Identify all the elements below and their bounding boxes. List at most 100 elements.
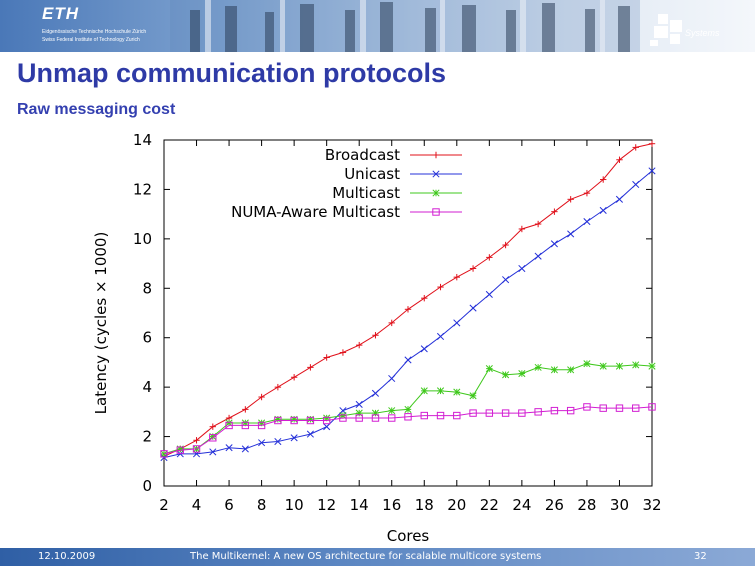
data-point-numa-aware-multicast [566,406,575,415]
data-point-multicast [502,371,510,379]
data-point-unicast [550,240,558,248]
data-point-numa-aware-multicast [501,409,510,417]
data-point-multicast [550,366,558,374]
data-point-broadcast [453,273,460,281]
data-point-unicast [290,434,298,442]
data-point-unicast [567,230,575,238]
data-point-numa-aware-multicast [436,411,445,420]
data-point-broadcast [242,406,249,413]
data-point-unicast [420,345,428,353]
data-point-numa-aware-multicast [404,413,412,421]
data-point-multicast [518,369,526,378]
systems-logo-icon [650,14,682,46]
data-point-broadcast [209,423,216,430]
data-point-unicast [615,195,624,203]
x-tick-label: 24 [512,496,531,514]
data-point-numa-aware-multicast [469,409,477,417]
x-tick-label: 20 [447,496,466,514]
page-number: 32 [694,551,707,562]
data-point-numa-aware-multicast [306,416,315,425]
data-point-broadcast [632,144,639,151]
institute-name-english: Swiss Federal Institute of Technology Zu… [42,37,140,43]
data-point-numa-aware-multicast [420,411,428,420]
legend-marker-multicast [432,189,440,197]
data-point-multicast [388,407,396,415]
data-point-multicast [420,387,428,395]
y-tick-label: 0 [142,477,152,495]
data-point-unicast [583,218,591,226]
data-point-numa-aware-multicast [388,414,396,422]
x-tick-label: 26 [545,496,564,514]
y-tick-label: 10 [133,230,152,248]
y-tick-label: 2 [142,428,152,446]
data-point-numa-aware-multicast [550,406,559,415]
slide-title: Unmap communication protocols [17,58,447,88]
legend-marker-broadcast [432,151,440,159]
x-tick-label: 4 [192,496,202,514]
data-point-broadcast [648,140,656,147]
data-point-multicast [485,365,493,373]
data-point-broadcast [193,437,200,444]
data-point-unicast [388,374,396,383]
data-point-broadcast [356,341,363,349]
data-point-multicast [567,366,575,374]
x-tick-label: 6 [224,496,234,514]
data-point-broadcast [616,156,623,163]
x-axis-label: Cores [387,527,430,545]
data-point-broadcast [274,383,282,391]
y-tick-label: 6 [142,329,152,347]
data-point-multicast [404,405,412,413]
data-point-multicast [632,361,640,369]
data-point-broadcast [502,241,509,249]
data-point-numa-aware-multicast [290,416,298,425]
data-point-broadcast [583,189,591,197]
data-point-multicast [599,362,607,370]
y-tick-label: 14 [133,131,152,149]
data-point-numa-aware-multicast [453,411,461,420]
data-point-multicast [534,363,542,371]
latency-chart: 2 4 6 8 10 12 14 16 18 20 22 24 26 28 30 3202468101214C… [92,131,662,545]
series-multicast [160,360,656,458]
x-tick-label: 18 [415,496,434,514]
series-line-numa-aware-multicast [163,406,653,455]
footer-date: 12.10.2009 [38,551,96,562]
data-point-numa-aware-multicast [485,409,494,417]
y-tick-label: 8 [142,279,152,297]
data-point-broadcast [404,306,412,313]
data-point-numa-aware-multicast [355,414,363,422]
data-point-numa-aware-multicast [339,414,347,422]
data-point-numa-aware-multicast [322,416,331,425]
data-point-numa-aware-multicast [209,434,217,442]
data-point-broadcast [551,208,558,215]
data-point-numa-aware-multicast [192,445,201,453]
data-point-numa-aware-multicast [160,450,168,458]
data-point-broadcast [323,354,330,361]
data-point-broadcast [567,196,574,203]
x-tick-label: 14 [350,496,369,514]
data-point-unicast [258,439,266,447]
footer-bar: 12.10.2009 The Multikernel: A new OS arc… [0,548,755,566]
data-point-broadcast [469,265,477,272]
data-point-unicast [241,445,249,453]
data-point-broadcast [388,319,395,327]
data-point-unicast [485,290,493,299]
institute-name-german: Eidgenössische Technische Hochschule Zür… [42,29,147,35]
legend-marker-unicast [432,170,440,178]
data-point-unicast [404,356,412,364]
legend-label-multicast: Multicast [332,184,400,202]
data-point-unicast [518,264,526,273]
x-tick-label: 30 [610,496,629,514]
data-point-numa-aware-multicast [583,403,591,411]
systems-group-label: Systems [685,28,720,38]
data-point-multicast [453,388,461,396]
data-point-unicast [209,448,217,456]
legend-label-numa-aware-multicast: NUMA-Aware Multicast [231,203,400,221]
header-photo-graphic [170,0,640,52]
x-tick-label: 12 [317,496,336,514]
x-tick-label: 22 [480,496,499,514]
x-tick-label: 2 [159,496,169,514]
data-point-broadcast [307,364,314,371]
data-point-numa-aware-multicast [534,408,542,416]
data-point-multicast [583,360,591,368]
data-point-numa-aware-multicast [615,404,624,412]
